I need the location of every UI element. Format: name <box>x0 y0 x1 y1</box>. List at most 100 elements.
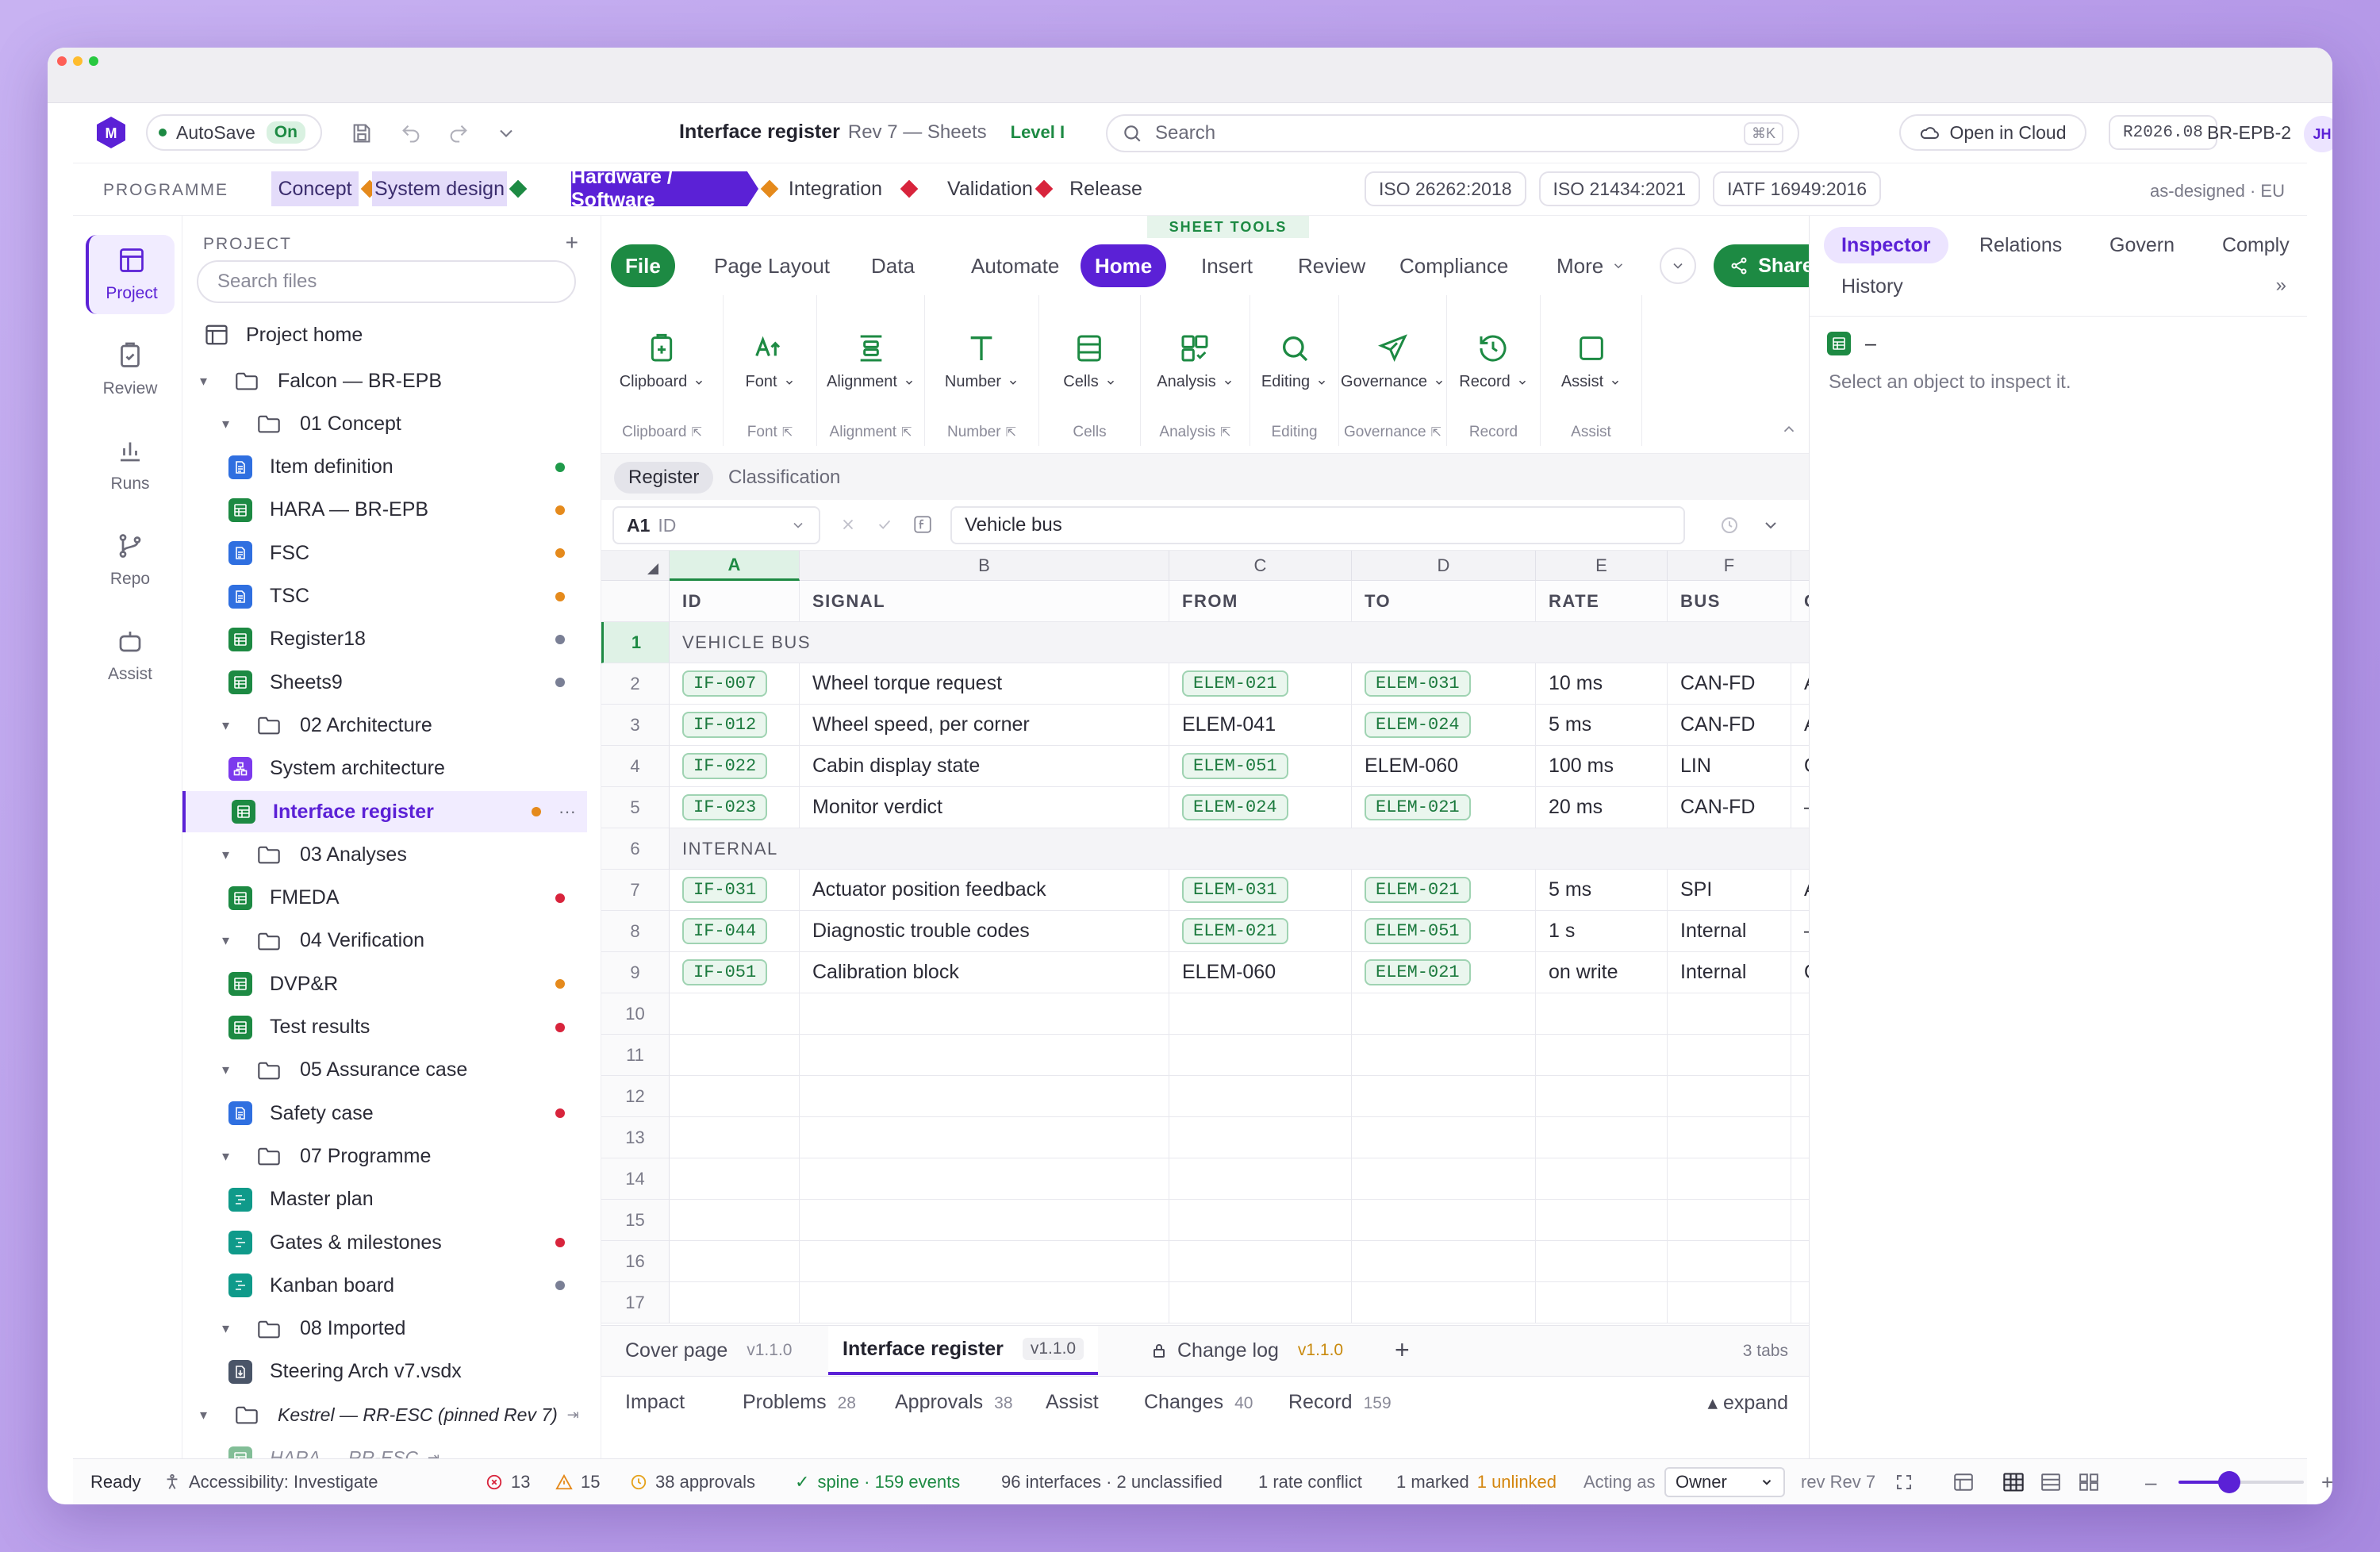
ribbon-tab-more[interactable]: More <box>1542 244 1640 287</box>
empty-cell[interactable] <box>1352 1200 1536 1241</box>
warning-count[interactable]: 15 <box>555 1459 600 1504</box>
record-button[interactable]: Record <box>1459 295 1527 391</box>
column-title-c[interactable]: C <box>1791 581 1809 622</box>
empty-cell[interactable] <box>1352 1158 1536 1200</box>
tree-file[interactable]: DVP&R <box>182 963 587 1005</box>
grid-view-button[interactable] <box>2002 1459 2025 1504</box>
table-cell[interactable]: IF-022 <box>670 746 800 787</box>
empty-cell[interactable] <box>800 1035 1169 1076</box>
conflict-status[interactable]: 1 rate conflict <box>1258 1459 1362 1504</box>
row-number[interactable]: 2 <box>601 663 670 705</box>
empty-cell[interactable] <box>800 1200 1169 1241</box>
table-cell[interactable]: ELEM-051 <box>1352 911 1536 952</box>
caret-down-icon[interactable]: ▾ <box>222 1320 230 1337</box>
empty-cell[interactable] <box>670 1200 800 1241</box>
empty-cell[interactable] <box>1352 1076 1536 1117</box>
table-cell[interactable]: IF-051 <box>670 952 800 993</box>
font-button[interactable]: Font <box>745 295 794 391</box>
table-cell[interactable]: ELEM-024 <box>1352 705 1536 746</box>
table-cell[interactable]: CAN-FD <box>1668 663 1791 705</box>
project-home-link[interactable]: Project home <box>205 319 363 351</box>
column-header-7[interactable]: C <box>1791 551 1809 581</box>
table-cell[interactable]: IF-023 <box>670 787 800 828</box>
caret-down-icon[interactable]: ▾ <box>200 372 208 389</box>
zoom-slider[interactable] <box>2178 1471 2304 1493</box>
empty-cell[interactable] <box>1352 993 1536 1035</box>
empty-cell[interactable] <box>1536 1241 1668 1282</box>
tree-folder[interactable]: ▾ 01 Concept <box>182 403 587 444</box>
column-header-4[interactable]: D <box>1352 551 1536 581</box>
phase-integration[interactable]: Integration <box>773 171 898 206</box>
marked-status[interactable]: 1 marked 1 unlinked <box>1396 1459 1557 1504</box>
tree-folder[interactable]: ▾ 02 Architecture <box>182 705 587 746</box>
empty-cell[interactable] <box>1169 993 1352 1035</box>
add-file-button[interactable]: + <box>565 230 578 255</box>
row-number[interactable]: 10 <box>601 993 670 1035</box>
row-number[interactable]: 9 <box>601 952 670 993</box>
phase-concept[interactable]: Concept <box>271 171 359 206</box>
column-header-5[interactable]: E <box>1536 551 1668 581</box>
tree-file[interactable]: TSC <box>182 576 587 617</box>
tile-view-button[interactable] <box>2079 1459 2099 1504</box>
bottom-tab-impact[interactable]: Impact <box>625 1391 685 1414</box>
chevron-down-icon[interactable] <box>495 122 517 150</box>
ribbon-tab-insert[interactable]: Insert <box>1187 244 1267 287</box>
rail-item-review[interactable]: Review <box>86 330 175 409</box>
function-icon[interactable] <box>912 514 933 540</box>
table-cell[interactable]: ELEM-021 <box>1352 870 1536 911</box>
table-cell[interactable]: A <box>1791 870 1809 911</box>
empty-cell[interactable] <box>1169 1076 1352 1117</box>
empty-cell[interactable] <box>1791 1117 1809 1158</box>
empty-cell[interactable] <box>800 993 1169 1035</box>
table-cell[interactable]: SPI <box>1668 870 1791 911</box>
tree-folder[interactable]: ▾ 04 Verification <box>182 920 587 962</box>
table-cell[interactable]: IF-012 <box>670 705 800 746</box>
empty-cell[interactable] <box>670 1282 800 1323</box>
table-cell[interactable]: IF-044 <box>670 911 800 952</box>
tree-file[interactable]: Sheets9 <box>182 662 587 703</box>
tree-file[interactable]: Kanban board <box>182 1265 587 1306</box>
error-count[interactable]: 13 <box>486 1459 530 1504</box>
table-cell[interactable]: Wheel torque request <box>800 663 1169 705</box>
inspector-tab-relations[interactable]: Relations <box>1962 227 2079 263</box>
empty-cell[interactable] <box>1169 1241 1352 1282</box>
empty-cell[interactable] <box>1791 1158 1809 1200</box>
sheet-tab-cover-page[interactable]: Cover page v1.1.0 <box>625 1326 792 1375</box>
row-number[interactable]: 14 <box>601 1158 670 1200</box>
tree-folder[interactable]: ▾ Falcon — BR-EPB <box>182 360 587 401</box>
tree-file[interactable]: Master plan <box>182 1179 587 1220</box>
section-row[interactable]: VEHICLE BUS <box>670 622 1809 663</box>
tree-folder[interactable]: ▾ 07 Programme <box>182 1135 587 1177</box>
ribbon-tab-data[interactable]: Data <box>857 244 929 287</box>
zoom-slider-thumb[interactable] <box>2218 1471 2240 1493</box>
save-icon[interactable] <box>351 122 373 150</box>
table-cell[interactable]: Internal <box>1668 911 1791 952</box>
tree-folder[interactable]: ▾ 05 Assurance case <box>182 1050 587 1091</box>
tree-file[interactable]: FMEDA <box>182 878 587 919</box>
role-select[interactable]: Owner <box>1664 1467 1785 1497</box>
dialog-launcher-icon[interactable]: ⇱ <box>691 426 702 440</box>
tree-file[interactable]: System architecture <box>182 748 587 789</box>
dialog-launcher-icon[interactable]: ⇱ <box>781 426 793 440</box>
table-cell[interactable]: LIN <box>1668 746 1791 787</box>
more-options-icon[interactable]: ··· <box>559 801 576 821</box>
empty-cell[interactable] <box>1536 993 1668 1035</box>
caret-down-icon[interactable]: ▾ <box>222 1062 230 1078</box>
expand-panel-button[interactable]: ▴ expand <box>1707 1392 1788 1414</box>
empty-cell[interactable] <box>670 1076 800 1117</box>
table-cell[interactable]: IF-007 <box>670 663 800 705</box>
empty-cell[interactable] <box>1791 993 1809 1035</box>
fullscreen-button[interactable] <box>1894 1459 1914 1504</box>
tree-file[interactable]: HARA — BR-EPB <box>182 490 587 531</box>
row-number[interactable]: 11 <box>601 1035 670 1076</box>
column-title-id[interactable]: ID <box>670 581 800 622</box>
ribbon-tab-compliance[interactable]: Compliance <box>1385 244 1522 287</box>
empty-cell[interactable] <box>1536 1158 1668 1200</box>
standard-iso-26262-2018[interactable]: ISO 26262:2018 <box>1365 171 1526 206</box>
row-number[interactable]: 4 <box>601 746 670 787</box>
table-cell[interactable]: ELEM-021 <box>1352 787 1536 828</box>
row-number[interactable]: 5 <box>601 787 670 828</box>
table-cell[interactable]: on write <box>1536 952 1668 993</box>
empty-cell[interactable] <box>1668 1241 1791 1282</box>
zoom-in-button[interactable]: + <box>2321 1459 2332 1504</box>
